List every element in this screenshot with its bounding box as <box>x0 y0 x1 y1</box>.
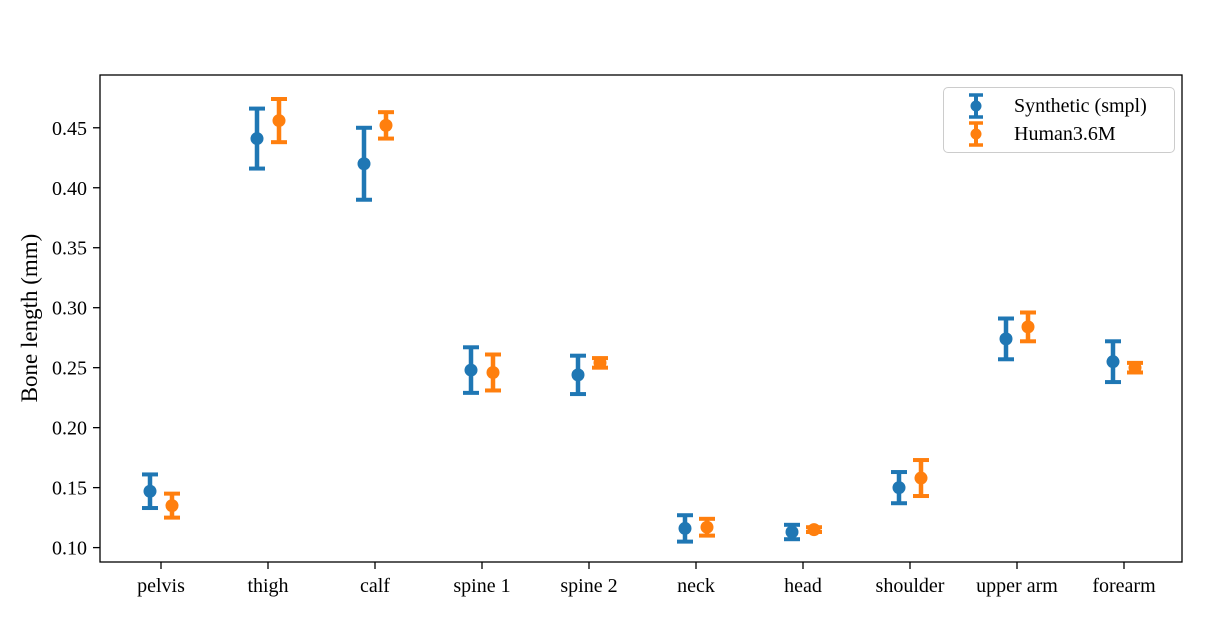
y-tick-label: 0.20 <box>52 418 87 440</box>
errorbar-human3-6m-calf-point <box>379 118 393 132</box>
errorbar-human3-6m-head-point <box>807 523 821 537</box>
errorbar-marker-icon <box>969 121 983 147</box>
y-axis-label: Bone length (mm) <box>17 233 42 403</box>
errorbar-human3-6m-neck-point <box>700 520 714 534</box>
x-tick-label-upper-arm: upper arm <box>976 575 1058 597</box>
errorbar-human3-6m-thigh-point <box>272 114 286 128</box>
y-tick-label: 0.10 <box>52 538 87 560</box>
x-tick-label-forearm: forearm <box>1092 575 1156 597</box>
errorbar-human3-6m-forearm-point <box>1128 361 1142 375</box>
x-tick-label-thigh: thigh <box>247 575 288 597</box>
plot-frame <box>99 74 1183 563</box>
y-tick-label: 0.30 <box>52 298 87 320</box>
x-tick-label-shoulder: shoulder <box>876 575 945 597</box>
errorbar-synthetic-smpl-spine-2-point <box>571 368 585 382</box>
errorbar-human3-6m-spine-2-point <box>593 356 607 370</box>
errorbar-marker-icon <box>969 93 983 119</box>
legend-item-human3-6m: Human3.6M <box>954 120 1164 148</box>
errorbar-synthetic-smpl-thigh-point <box>250 132 264 146</box>
y-tick-label: 0.35 <box>52 238 87 260</box>
x-tick-label-neck: neck <box>677 575 715 597</box>
errorbar-synthetic-smpl-neck-point <box>678 521 692 535</box>
legend: Synthetic (smpl) Human3.6M <box>943 87 1175 153</box>
errorbar-synthetic-smpl-shoulder-point <box>892 481 906 495</box>
errorbar-human3-6m-upper-arm-point <box>1021 320 1035 334</box>
legend-label: Synthetic (smpl) <box>1014 94 1147 117</box>
x-tick-label-spine-1: spine 1 <box>453 575 510 597</box>
errorbar-synthetic-smpl-spine-1-point <box>464 363 478 377</box>
errorbar-human3-6m-pelvis-point <box>165 499 179 513</box>
x-tick-label-spine-2: spine 2 <box>560 575 617 597</box>
y-tick-label: 0.25 <box>52 358 87 380</box>
errorbar-synthetic-smpl-forearm-point <box>1106 355 1120 369</box>
x-tick-label-head: head <box>784 575 822 597</box>
y-tick-label: 0.15 <box>52 478 87 500</box>
x-tick-label-calf: calf <box>360 575 390 597</box>
x-tick-label-pelvis: pelvis <box>137 575 185 597</box>
errorbar-synthetic-smpl-pelvis-point <box>143 484 157 498</box>
errorbar-human3-6m-spine-1-point <box>486 365 500 379</box>
errorbar-human3-6m-shoulder-point <box>914 471 928 485</box>
legend-item-synthetic-smpl: Synthetic (smpl) <box>954 92 1164 120</box>
errorbar-synthetic-smpl-upper-arm-point <box>999 332 1013 346</box>
errorbar-synthetic-smpl-head-point <box>785 525 799 539</box>
y-tick-label: 0.45 <box>52 118 87 140</box>
legend-label: Human3.6M <box>1014 122 1116 145</box>
y-tick-label: 0.40 <box>52 178 87 200</box>
errorbar-synthetic-smpl-calf-point <box>357 157 371 171</box>
